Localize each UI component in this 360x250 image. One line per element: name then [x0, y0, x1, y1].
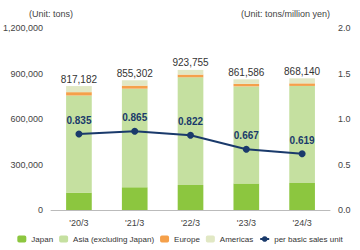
- svg-text:'22/3: '22/3: [181, 218, 200, 228]
- svg-text:0.5: 0.5: [338, 160, 351, 170]
- svg-text:Europe: Europe: [174, 235, 200, 244]
- svg-text:1.5: 1.5: [338, 69, 351, 79]
- svg-text:900,000: 900,000: [10, 69, 43, 79]
- svg-text:1,200,000: 1,200,000: [3, 23, 43, 33]
- svg-text:'21/3: '21/3: [125, 218, 144, 228]
- svg-text:0: 0: [38, 205, 43, 215]
- svg-text:0.822: 0.822: [178, 116, 203, 127]
- svg-text:817,182: 817,182: [61, 74, 98, 85]
- svg-text:2.0: 2.0: [338, 23, 351, 33]
- svg-text:868,140: 868,140: [284, 66, 321, 77]
- svg-text:'20/3: '20/3: [69, 218, 88, 228]
- svg-text:0.865: 0.865: [122, 112, 147, 123]
- svg-text:0.835: 0.835: [66, 115, 91, 126]
- svg-text:per basic sales unit: per basic sales unit: [274, 235, 343, 244]
- svg-text:855,302: 855,302: [117, 68, 154, 79]
- svg-text:0.619: 0.619: [290, 135, 315, 146]
- svg-text:300,000: 300,000: [10, 160, 43, 170]
- svg-text:923,755: 923,755: [172, 57, 209, 68]
- svg-text:Asia (excluding Japan): Asia (excluding Japan): [73, 235, 154, 244]
- svg-text:1.0: 1.0: [338, 114, 351, 124]
- svg-text:Americas: Americas: [220, 235, 253, 244]
- svg-text:0.0: 0.0: [338, 205, 351, 215]
- svg-text:(Unit: tons): (Unit: tons): [29, 9, 73, 19]
- svg-text:0.667: 0.667: [234, 130, 259, 141]
- svg-text:'23/3: '23/3: [237, 218, 256, 228]
- svg-text:600,000: 600,000: [10, 114, 43, 124]
- svg-text:Japan: Japan: [31, 235, 53, 244]
- svg-text:'24/3: '24/3: [292, 218, 311, 228]
- svg-text:(Unit: tons/million yen): (Unit: tons/million yen): [241, 9, 330, 19]
- svg-text:861,586: 861,586: [228, 67, 265, 78]
